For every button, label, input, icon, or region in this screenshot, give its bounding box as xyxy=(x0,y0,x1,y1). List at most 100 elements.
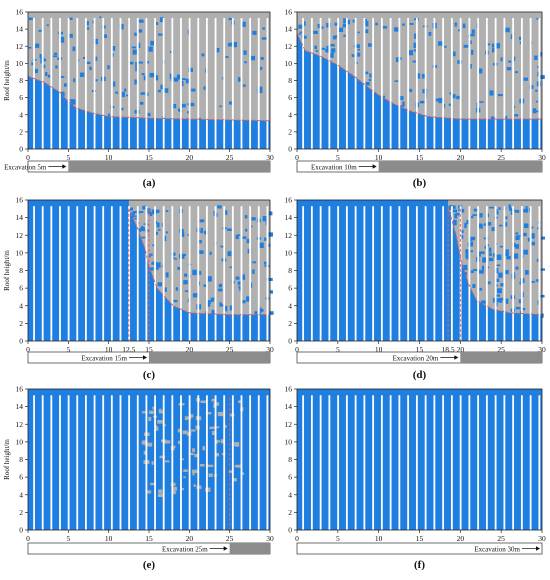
joint-line xyxy=(485,395,488,530)
rock-fragment xyxy=(181,78,186,81)
damage-patch xyxy=(211,398,216,402)
joint-line xyxy=(119,206,122,341)
rock-fragment xyxy=(510,210,514,215)
joint-line xyxy=(415,17,418,150)
joint-line xyxy=(538,395,541,530)
joint-line xyxy=(145,17,148,150)
rock-fragment xyxy=(175,79,178,82)
y-tick-label: 0 xyxy=(288,526,292,535)
rock-fragment xyxy=(184,273,188,277)
joint-line xyxy=(415,206,418,341)
rock-fragment xyxy=(536,118,540,123)
joint-line xyxy=(197,395,200,530)
damage-patch xyxy=(194,453,199,458)
rock-fragment xyxy=(496,254,502,260)
rock-fragment xyxy=(244,61,247,64)
y-tick-label: 8 xyxy=(19,266,23,275)
rock-fragment xyxy=(141,73,145,76)
rock-fragment xyxy=(269,290,273,294)
joint-line xyxy=(240,206,243,341)
rock-fragment xyxy=(495,294,501,297)
joint-line xyxy=(450,206,453,341)
joint-line xyxy=(380,17,383,150)
rock-fragment xyxy=(207,276,212,282)
y-tick-label: 10 xyxy=(16,437,24,446)
rock-fragment xyxy=(506,67,512,71)
rock-fragment xyxy=(351,54,355,57)
joint-line xyxy=(206,206,208,341)
rock-fragment xyxy=(315,50,319,52)
rock-fragment xyxy=(218,283,223,288)
rock-fragment xyxy=(489,90,494,96)
rock-fragment xyxy=(399,96,404,101)
rock-fragment xyxy=(242,274,246,280)
rock-fragment xyxy=(142,205,147,210)
x-tick-label: 5 xyxy=(66,534,70,543)
rock-fragment xyxy=(346,19,351,25)
rock-fragment xyxy=(505,249,509,255)
joint-line xyxy=(50,206,53,341)
rock-fragment xyxy=(139,211,144,213)
joint-line xyxy=(76,17,79,150)
y-tick-label: 12 xyxy=(285,42,293,51)
rock-fragment xyxy=(47,74,51,78)
joint-line xyxy=(345,206,348,341)
y-tick-label: 14 xyxy=(285,402,293,411)
rock-fragment xyxy=(523,77,529,81)
rock-fragment xyxy=(454,22,457,27)
joint-line xyxy=(119,17,122,150)
joint-line xyxy=(110,395,113,530)
rock-fragment xyxy=(523,232,527,237)
damage-patch xyxy=(230,470,234,473)
rock-fragment xyxy=(252,269,255,274)
joint-line xyxy=(503,17,506,150)
rock-fragment xyxy=(53,52,58,56)
rock-fragment xyxy=(413,49,418,52)
x-tick-label: 30 xyxy=(266,345,274,354)
joint-line xyxy=(197,206,200,341)
x-tick-label: 0 xyxy=(26,345,30,354)
y-tick-label: 12 xyxy=(16,420,24,429)
y-tick-label: 8 xyxy=(19,455,23,464)
rock-fragment xyxy=(531,280,535,283)
chart-panel-1: 0 2 4 6 8 10 12 14 16 0 5 10 15 20 25 30 Roof height/m Ex… xyxy=(3,8,274,190)
rock-fragment xyxy=(532,108,537,114)
joint-line xyxy=(477,395,480,530)
rock-fragment xyxy=(45,72,48,76)
rock-fragment xyxy=(55,65,58,69)
rock-fragment xyxy=(495,43,500,49)
rock-fragment xyxy=(243,50,247,55)
rock-fragment xyxy=(469,63,472,69)
rock-fragment xyxy=(409,23,414,25)
rock-fragment xyxy=(157,89,161,93)
rock-fragment xyxy=(138,19,144,23)
damage-patch xyxy=(151,461,154,465)
chart-panel-4: 0 2 4 6 8 10 12 14 16 0 5 10 15 20 25 30 18.5Excavation … xyxy=(285,196,547,382)
joint-line xyxy=(520,206,523,341)
rock-fragment xyxy=(198,270,202,275)
rock-fragment xyxy=(335,35,338,38)
joint-line xyxy=(33,206,35,341)
rock-fragment xyxy=(163,88,169,93)
rock-fragment xyxy=(177,266,182,270)
rock-fragment xyxy=(94,56,98,61)
damage-patch xyxy=(147,490,152,494)
y-tick-label: 6 xyxy=(19,473,23,482)
y-tick-label: 8 xyxy=(288,455,292,464)
rock-fragment xyxy=(147,112,151,117)
joint-line xyxy=(154,17,156,150)
y-tick-label: 6 xyxy=(288,93,292,102)
rock-fragment xyxy=(28,47,32,49)
x-tick-label: 15 xyxy=(145,345,153,354)
y-axis-label: Roof height/m xyxy=(3,60,11,101)
rock-fragment xyxy=(171,252,176,256)
joint-line xyxy=(33,395,35,530)
rock-fragment xyxy=(209,251,212,255)
rock-fragment xyxy=(454,213,458,219)
rock-fragment xyxy=(60,76,65,78)
rock-fragment xyxy=(500,283,505,287)
rock-fragment xyxy=(82,56,87,59)
rock-fragment xyxy=(508,60,512,63)
rock-fragment xyxy=(268,211,273,216)
rock-fragment xyxy=(518,299,522,304)
